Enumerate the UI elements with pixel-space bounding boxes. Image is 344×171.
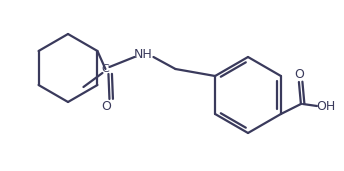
Text: O: O [294,69,304,82]
Text: C: C [101,64,109,74]
Text: O: O [101,101,111,114]
Text: OH: OH [316,100,335,113]
Text: NH: NH [134,49,153,62]
